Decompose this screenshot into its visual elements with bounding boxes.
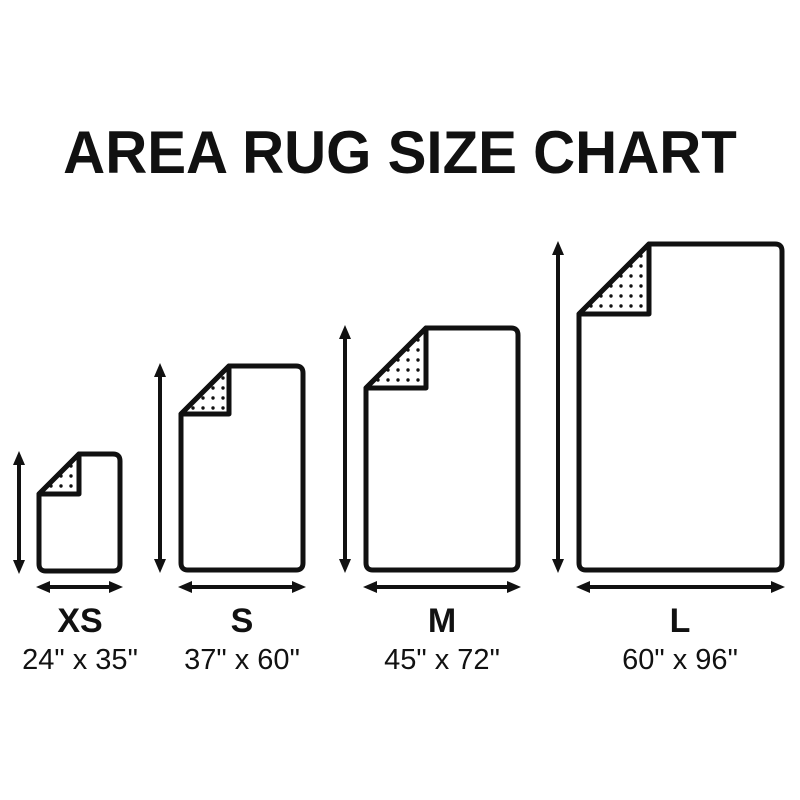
size-label: S [230, 602, 254, 640]
chart-title: AREA RUG SIZE CHART [63, 119, 737, 186]
size-label: XS [57, 602, 103, 640]
size-dimensions: 45" x 72" [384, 644, 500, 676]
folded-corner [36, 451, 82, 497]
size-dimensions: 24" x 35" [22, 644, 138, 676]
rug-illustration [178, 363, 306, 573]
height-arrow-icon [154, 363, 166, 573]
rug-outline [576, 241, 785, 573]
size-label: L [669, 602, 691, 640]
width-arrow-icon [576, 581, 785, 593]
width-arrow-icon [363, 581, 521, 593]
height-arrow-icon [339, 325, 351, 573]
width-arrow-icon [178, 581, 306, 593]
folded-corner [363, 325, 429, 391]
rug-outline [178, 363, 306, 573]
width-arrow-icon [36, 581, 123, 593]
size-dimensions: 60" x 96" [622, 644, 738, 676]
height-arrow-icon [552, 241, 564, 573]
height-arrow-icon [13, 451, 25, 574]
rug-illustration [363, 325, 521, 573]
folded-corner [178, 363, 232, 417]
rug-illustration [576, 241, 785, 573]
folded-corner [576, 241, 652, 317]
size-dimensions: 37" x 60" [184, 644, 300, 676]
rug-illustration [36, 451, 123, 574]
size-label: M [427, 602, 457, 640]
